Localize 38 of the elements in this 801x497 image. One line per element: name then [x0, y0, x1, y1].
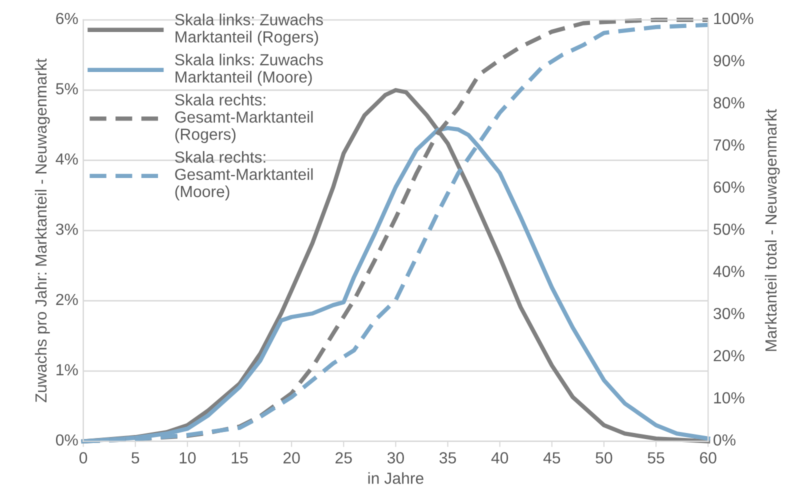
y2-tick-label: 100%: [714, 12, 754, 24]
y-tick-label: 2%: [56, 294, 78, 306]
x-tick-label: 35: [439, 452, 456, 464]
y2-tick-label: 50%: [714, 224, 744, 235]
y-tick-label: 3%: [56, 224, 78, 235]
legend-label: Skala rechts: Gesamt-Marktanteil (Rogers): [175, 94, 313, 144]
x-axis-title: in Jahre: [368, 472, 424, 484]
y2-tick-label: 60%: [714, 181, 744, 193]
y-tick-label: 6%: [56, 12, 78, 24]
x-tick-label: 5: [132, 452, 140, 464]
y2-tick-label: 0%: [714, 434, 736, 446]
x-tick-label: 50: [596, 452, 612, 464]
x-tick-label: 45: [543, 452, 560, 464]
x-tick-label: 10: [180, 452, 196, 464]
x-tick-label: 60: [700, 452, 716, 464]
legend-label: Skala links: Zuwachs Marktanteil (Moore): [175, 54, 323, 86]
y2-tick-label: 30%: [714, 308, 744, 320]
y2-tick-label: 70%: [714, 139, 744, 151]
y2-axis-title: Marktanteil total - Neuwagenmarkt: [764, 109, 780, 351]
x-tick-label: 25: [336, 452, 352, 464]
x-tick-label: 30: [387, 452, 404, 464]
y2-tick-label: 20%: [714, 350, 744, 362]
y-tick-label: 5%: [56, 83, 78, 94]
x-tick-label: 55: [648, 452, 664, 464]
y-tick-label: 4%: [56, 153, 78, 165]
y-tick-label: 1%: [56, 364, 78, 376]
y2-tick-label: 90%: [714, 55, 744, 66]
y2-tick-label: 10%: [714, 392, 744, 404]
x-tick-label: 15: [232, 452, 248, 464]
x-tick-label: 0: [79, 452, 88, 464]
y2-tick-label: 80%: [714, 97, 744, 108]
legend-label: Skala links: Zuwachs Marktanteil (Rogers): [175, 14, 323, 46]
y-tick-label: 0%: [56, 434, 78, 446]
x-tick-label: 20: [283, 452, 300, 464]
x-tick-label: 40: [491, 452, 508, 464]
y-axis-title: Zuwachs pro Jahr: Marktanteil - Neuwagenmarkt: [34, 58, 50, 402]
legend-label: Skala rechts: Gesamt-Marktanteil (Moore): [175, 151, 313, 200]
y2-tick-label: 40%: [713, 266, 744, 278]
